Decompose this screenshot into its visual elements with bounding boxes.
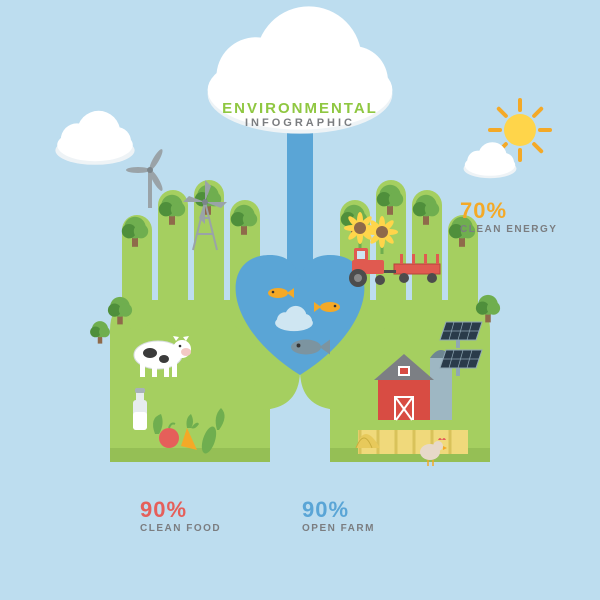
stat-label: OPEN FARM: [302, 523, 375, 534]
stat-percentage: 70%: [460, 198, 557, 224]
infographic-scene: [0, 0, 600, 600]
title-line1: ENVIRONMENTAL: [190, 100, 410, 117]
stat-clean-food: 90% CLEAN FOOD: [140, 497, 221, 534]
infographic-title: ENVIRONMENTAL INFOGRAPHIC: [190, 100, 410, 129]
stat-label: CLEAN FOOD: [140, 523, 221, 534]
title-line2: INFOGRAPHIC: [190, 117, 410, 129]
stat-label: CLEAN ENERGY: [460, 224, 557, 235]
stat-percentage: 90%: [302, 497, 375, 523]
stat-percentage: 90%: [140, 497, 221, 523]
stat-clean-energy: 70% CLEAN ENERGY: [460, 198, 557, 235]
stat-open-farm: 90% OPEN FARM: [302, 497, 375, 534]
